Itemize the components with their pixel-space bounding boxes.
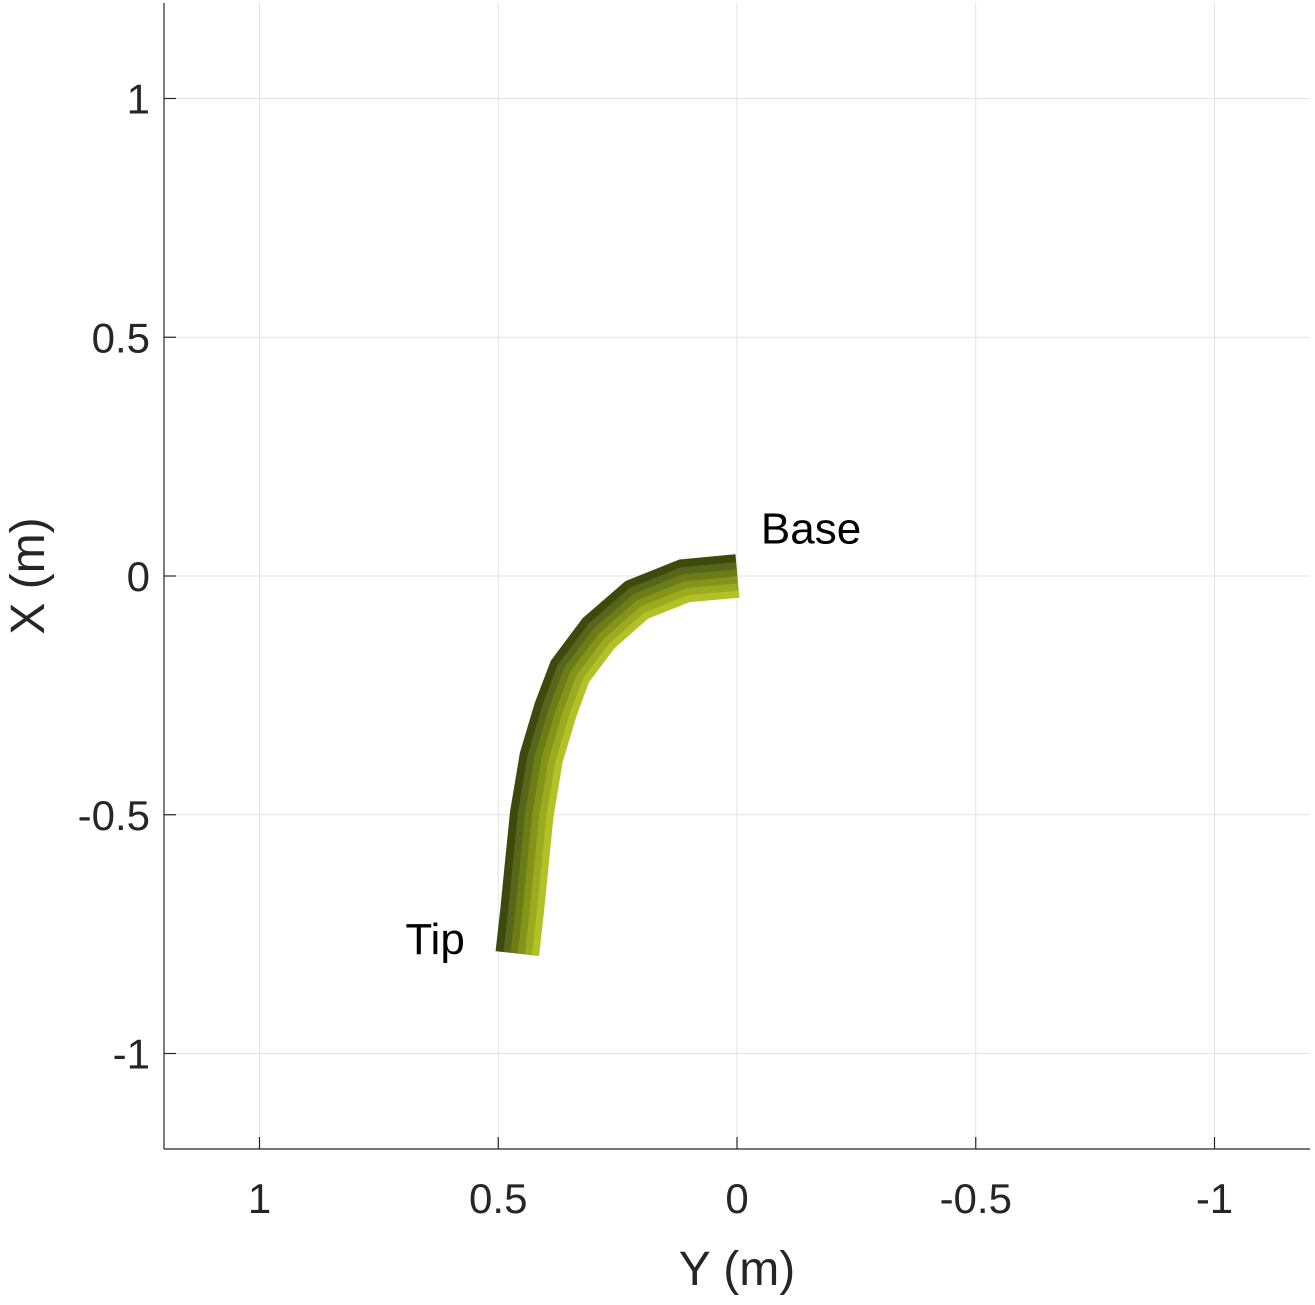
y-axis-title: X (m) (2, 517, 55, 634)
tube-segment (495, 907, 509, 952)
x-axis-title: Y (m) (679, 1243, 795, 1296)
axes (163, 3, 1310, 1150)
grid (164, 3, 1310, 1149)
x-tick-labels: 1 0.5 0 -0.5 -1 (248, 1175, 1233, 1222)
tube-series (495, 554, 740, 956)
y-tick-label: 1 (127, 76, 150, 123)
x-tick-label: 0 (725, 1175, 748, 1222)
tip-annotation: Tip (405, 915, 465, 964)
base-annotation: Base (761, 504, 861, 553)
y-tick-label: -0.5 (78, 792, 150, 839)
x-tick-label: 1 (248, 1175, 271, 1222)
x-tick-label: -1 (1196, 1175, 1233, 1222)
x-tick-label: -0.5 (940, 1175, 1012, 1222)
y-tick-label: 0.5 (92, 314, 150, 361)
y-tick-labels: 1 0.5 0 -0.5 -1 (78, 76, 150, 1078)
y-tick-label: -1 (113, 1031, 150, 1078)
x-tick-label: 0.5 (469, 1175, 527, 1222)
y-tick-label: 0 (127, 553, 150, 600)
